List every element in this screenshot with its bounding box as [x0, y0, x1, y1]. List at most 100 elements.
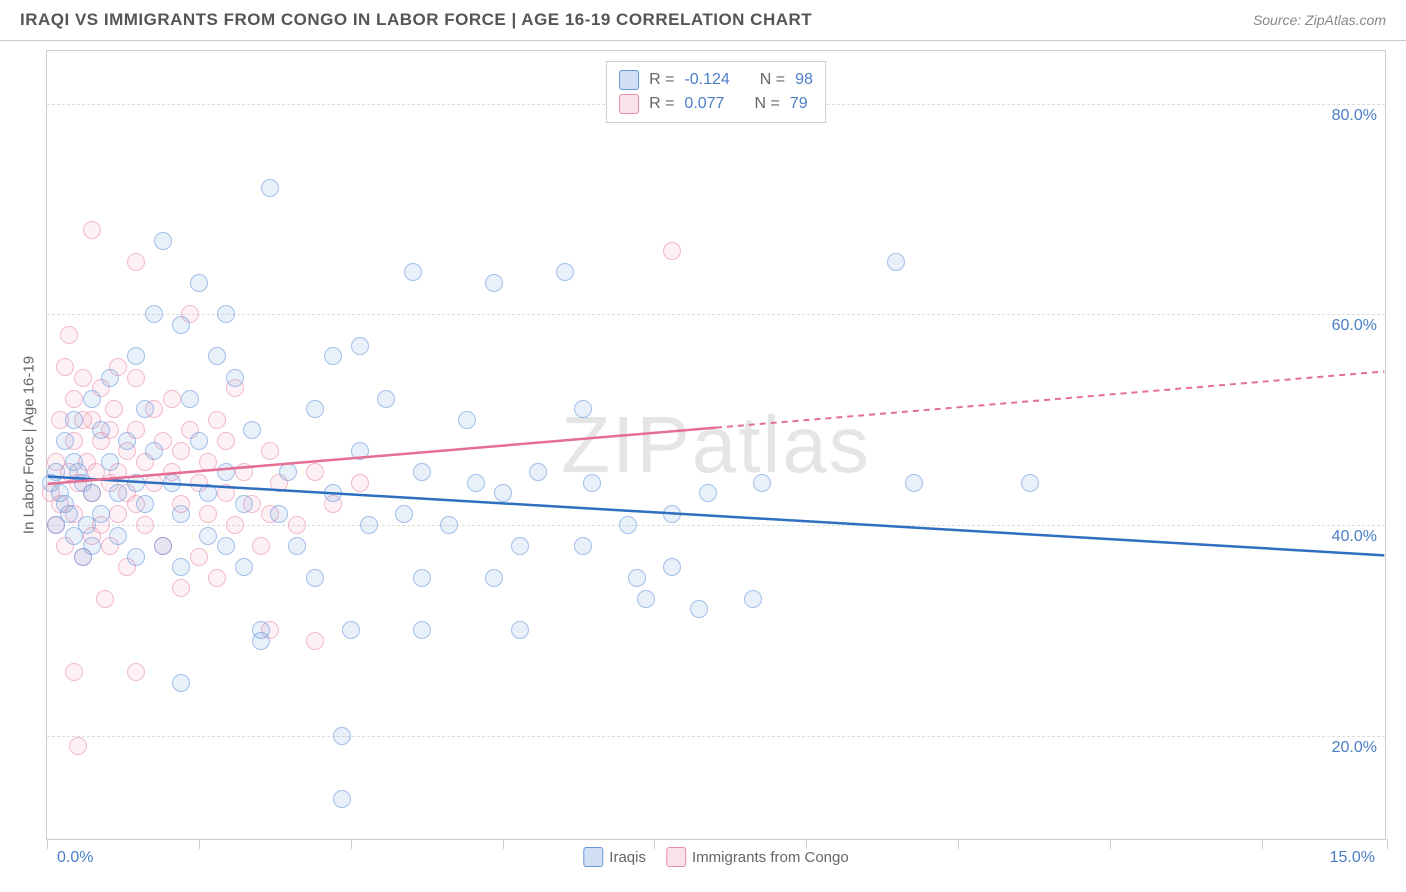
scatter-point-iraqi [333, 727, 351, 745]
chart-container: In Labor Force | Age 16-19 ZIPatlas 20.0… [46, 50, 1386, 840]
scatter-point-iraqi [235, 558, 253, 576]
scatter-point-iraqi [154, 537, 172, 555]
x-tick [47, 839, 48, 849]
n-label: N = [754, 95, 779, 113]
x-tick [1110, 839, 1111, 849]
scatter-point-iraqi [56, 432, 74, 450]
scatter-point-iraqi [172, 505, 190, 523]
scatter-point-iraqi [145, 442, 163, 460]
scatter-point-iraqi [190, 274, 208, 292]
r-label: R = [649, 95, 674, 113]
y-tick-label: 20.0% [1332, 739, 1377, 757]
r-value-pink: 0.077 [684, 95, 724, 113]
scatter-point-congo [74, 369, 92, 387]
scatter-point-congo [127, 369, 145, 387]
scatter-point-iraqi [217, 537, 235, 555]
scatter-point-iraqi [377, 390, 395, 408]
stats-row-blue: R = -0.124 N = 98 [619, 68, 813, 92]
scatter-point-iraqi [83, 484, 101, 502]
scatter-point-congo [96, 590, 114, 608]
scatter-point-iraqi [270, 505, 288, 523]
scatter-point-iraqi [699, 484, 717, 502]
x-axis-max-label: 15.0% [1330, 849, 1375, 867]
scatter-point-iraqi [101, 369, 119, 387]
scatter-point-congo [65, 663, 83, 681]
scatter-point-congo [235, 463, 253, 481]
scatter-point-congo [83, 221, 101, 239]
scatter-point-iraqi [136, 495, 154, 513]
scatter-point-iraqi [127, 548, 145, 566]
scatter-point-iraqi [208, 347, 226, 365]
scatter-point-iraqi [127, 347, 145, 365]
x-tick [958, 839, 959, 849]
swatch-blue-icon [619, 70, 639, 90]
scatter-point-congo [306, 463, 324, 481]
scatter-point-congo [69, 737, 87, 755]
swatch-pink-icon [666, 847, 686, 867]
scatter-point-iraqi [261, 179, 279, 197]
scatter-point-iraqi [574, 400, 592, 418]
scatter-point-congo [190, 548, 208, 566]
scatter-point-iraqi [127, 474, 145, 492]
scatter-point-congo [136, 516, 154, 534]
scatter-point-iraqi [69, 463, 87, 481]
scatter-point-iraqi [619, 516, 637, 534]
scatter-point-iraqi [395, 505, 413, 523]
scatter-point-iraqi [109, 484, 127, 502]
scatter-point-iraqi [92, 421, 110, 439]
scatter-point-iraqi [235, 495, 253, 513]
scatter-point-congo [105, 400, 123, 418]
scatter-point-congo [208, 569, 226, 587]
scatter-point-iraqi [458, 411, 476, 429]
scatter-point-iraqi [485, 274, 503, 292]
scatter-point-congo [226, 516, 244, 534]
scatter-point-congo [163, 390, 181, 408]
y-axis-title: In Labor Force | Age 16-19 [21, 356, 38, 534]
scatter-point-iraqi [574, 537, 592, 555]
scatter-point-iraqi [360, 516, 378, 534]
scatter-point-iraqi [172, 316, 190, 334]
legend-item-iraqis: Iraqis [583, 847, 646, 867]
scatter-point-iraqi [217, 305, 235, 323]
swatch-pink-icon [619, 94, 639, 114]
stats-row-pink: R = 0.077 N = 79 [619, 92, 813, 116]
legend-item-congo: Immigrants from Congo [666, 847, 849, 867]
scatter-point-iraqi [556, 263, 574, 281]
scatter-point-iraqi [753, 474, 771, 492]
scatter-point-iraqi [199, 484, 217, 502]
scatter-point-iraqi [663, 558, 681, 576]
scatter-point-iraqi [154, 232, 172, 250]
scatter-point-iraqi [279, 463, 297, 481]
y-tick-label: 60.0% [1332, 317, 1377, 335]
scatter-point-iraqi [163, 474, 181, 492]
scatter-point-iraqi [342, 621, 360, 639]
scatter-point-congo [199, 453, 217, 471]
chart-title: IRAQI VS IMMIGRANTS FROM CONGO IN LABOR … [20, 10, 812, 30]
n-value-pink: 79 [790, 95, 808, 113]
scatter-point-iraqi [628, 569, 646, 587]
scatter-point-iraqi [413, 621, 431, 639]
scatter-point-iraqi [190, 432, 208, 450]
scatter-point-congo [217, 484, 235, 502]
scatter-point-congo [199, 505, 217, 523]
scatter-point-congo [56, 358, 74, 376]
scatter-point-iraqi [529, 463, 547, 481]
scatter-point-iraqi [226, 369, 244, 387]
scatter-point-iraqi [324, 484, 342, 502]
scatter-point-iraqi [172, 558, 190, 576]
scatter-point-iraqi [440, 516, 458, 534]
gridline [47, 314, 1385, 315]
chart-header: IRAQI VS IMMIGRANTS FROM CONGO IN LABOR … [0, 0, 1406, 41]
scatter-point-congo [252, 537, 270, 555]
scatter-point-iraqi [136, 400, 154, 418]
scatter-point-iraqi [413, 569, 431, 587]
scatter-point-iraqi [172, 674, 190, 692]
scatter-point-congo [261, 442, 279, 460]
legend-label-iraqis: Iraqis [609, 849, 646, 866]
x-tick [199, 839, 200, 849]
scatter-point-iraqi [494, 484, 512, 502]
scatter-point-congo [306, 632, 324, 650]
scatter-point-iraqi [252, 632, 270, 650]
scatter-point-iraqi [467, 474, 485, 492]
n-value-blue: 98 [795, 71, 813, 89]
